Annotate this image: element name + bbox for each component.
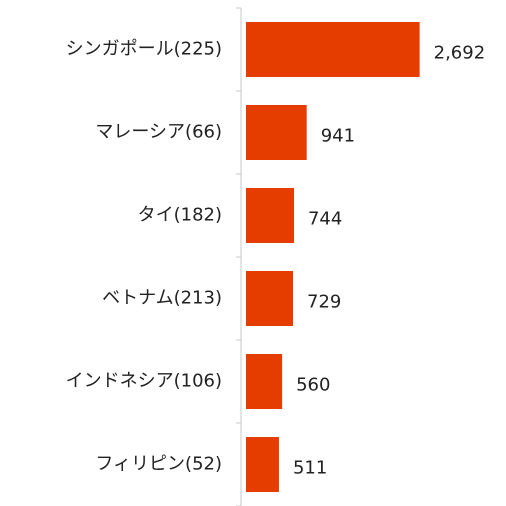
category-label: マレーシア(66) (95, 122, 222, 143)
category-label: シンガポール(225) (66, 39, 222, 60)
bar (246, 271, 294, 326)
bar (246, 22, 420, 77)
category-label: インドネシア(106) (66, 371, 222, 392)
bar (246, 437, 279, 492)
bar (246, 105, 307, 160)
value-label: 560 (296, 375, 330, 396)
category-label: フィリピン(52) (95, 454, 222, 475)
value-label: 729 (307, 292, 341, 313)
value-label: 941 (321, 126, 355, 147)
value-label: 2,692 (434, 43, 486, 64)
category-label: ベトナム(213) (102, 288, 222, 309)
value-label: 511 (293, 458, 327, 479)
bar (246, 354, 283, 409)
category-label: タイ(182) (138, 205, 222, 226)
bar (246, 188, 294, 243)
value-label: 744 (308, 209, 342, 230)
